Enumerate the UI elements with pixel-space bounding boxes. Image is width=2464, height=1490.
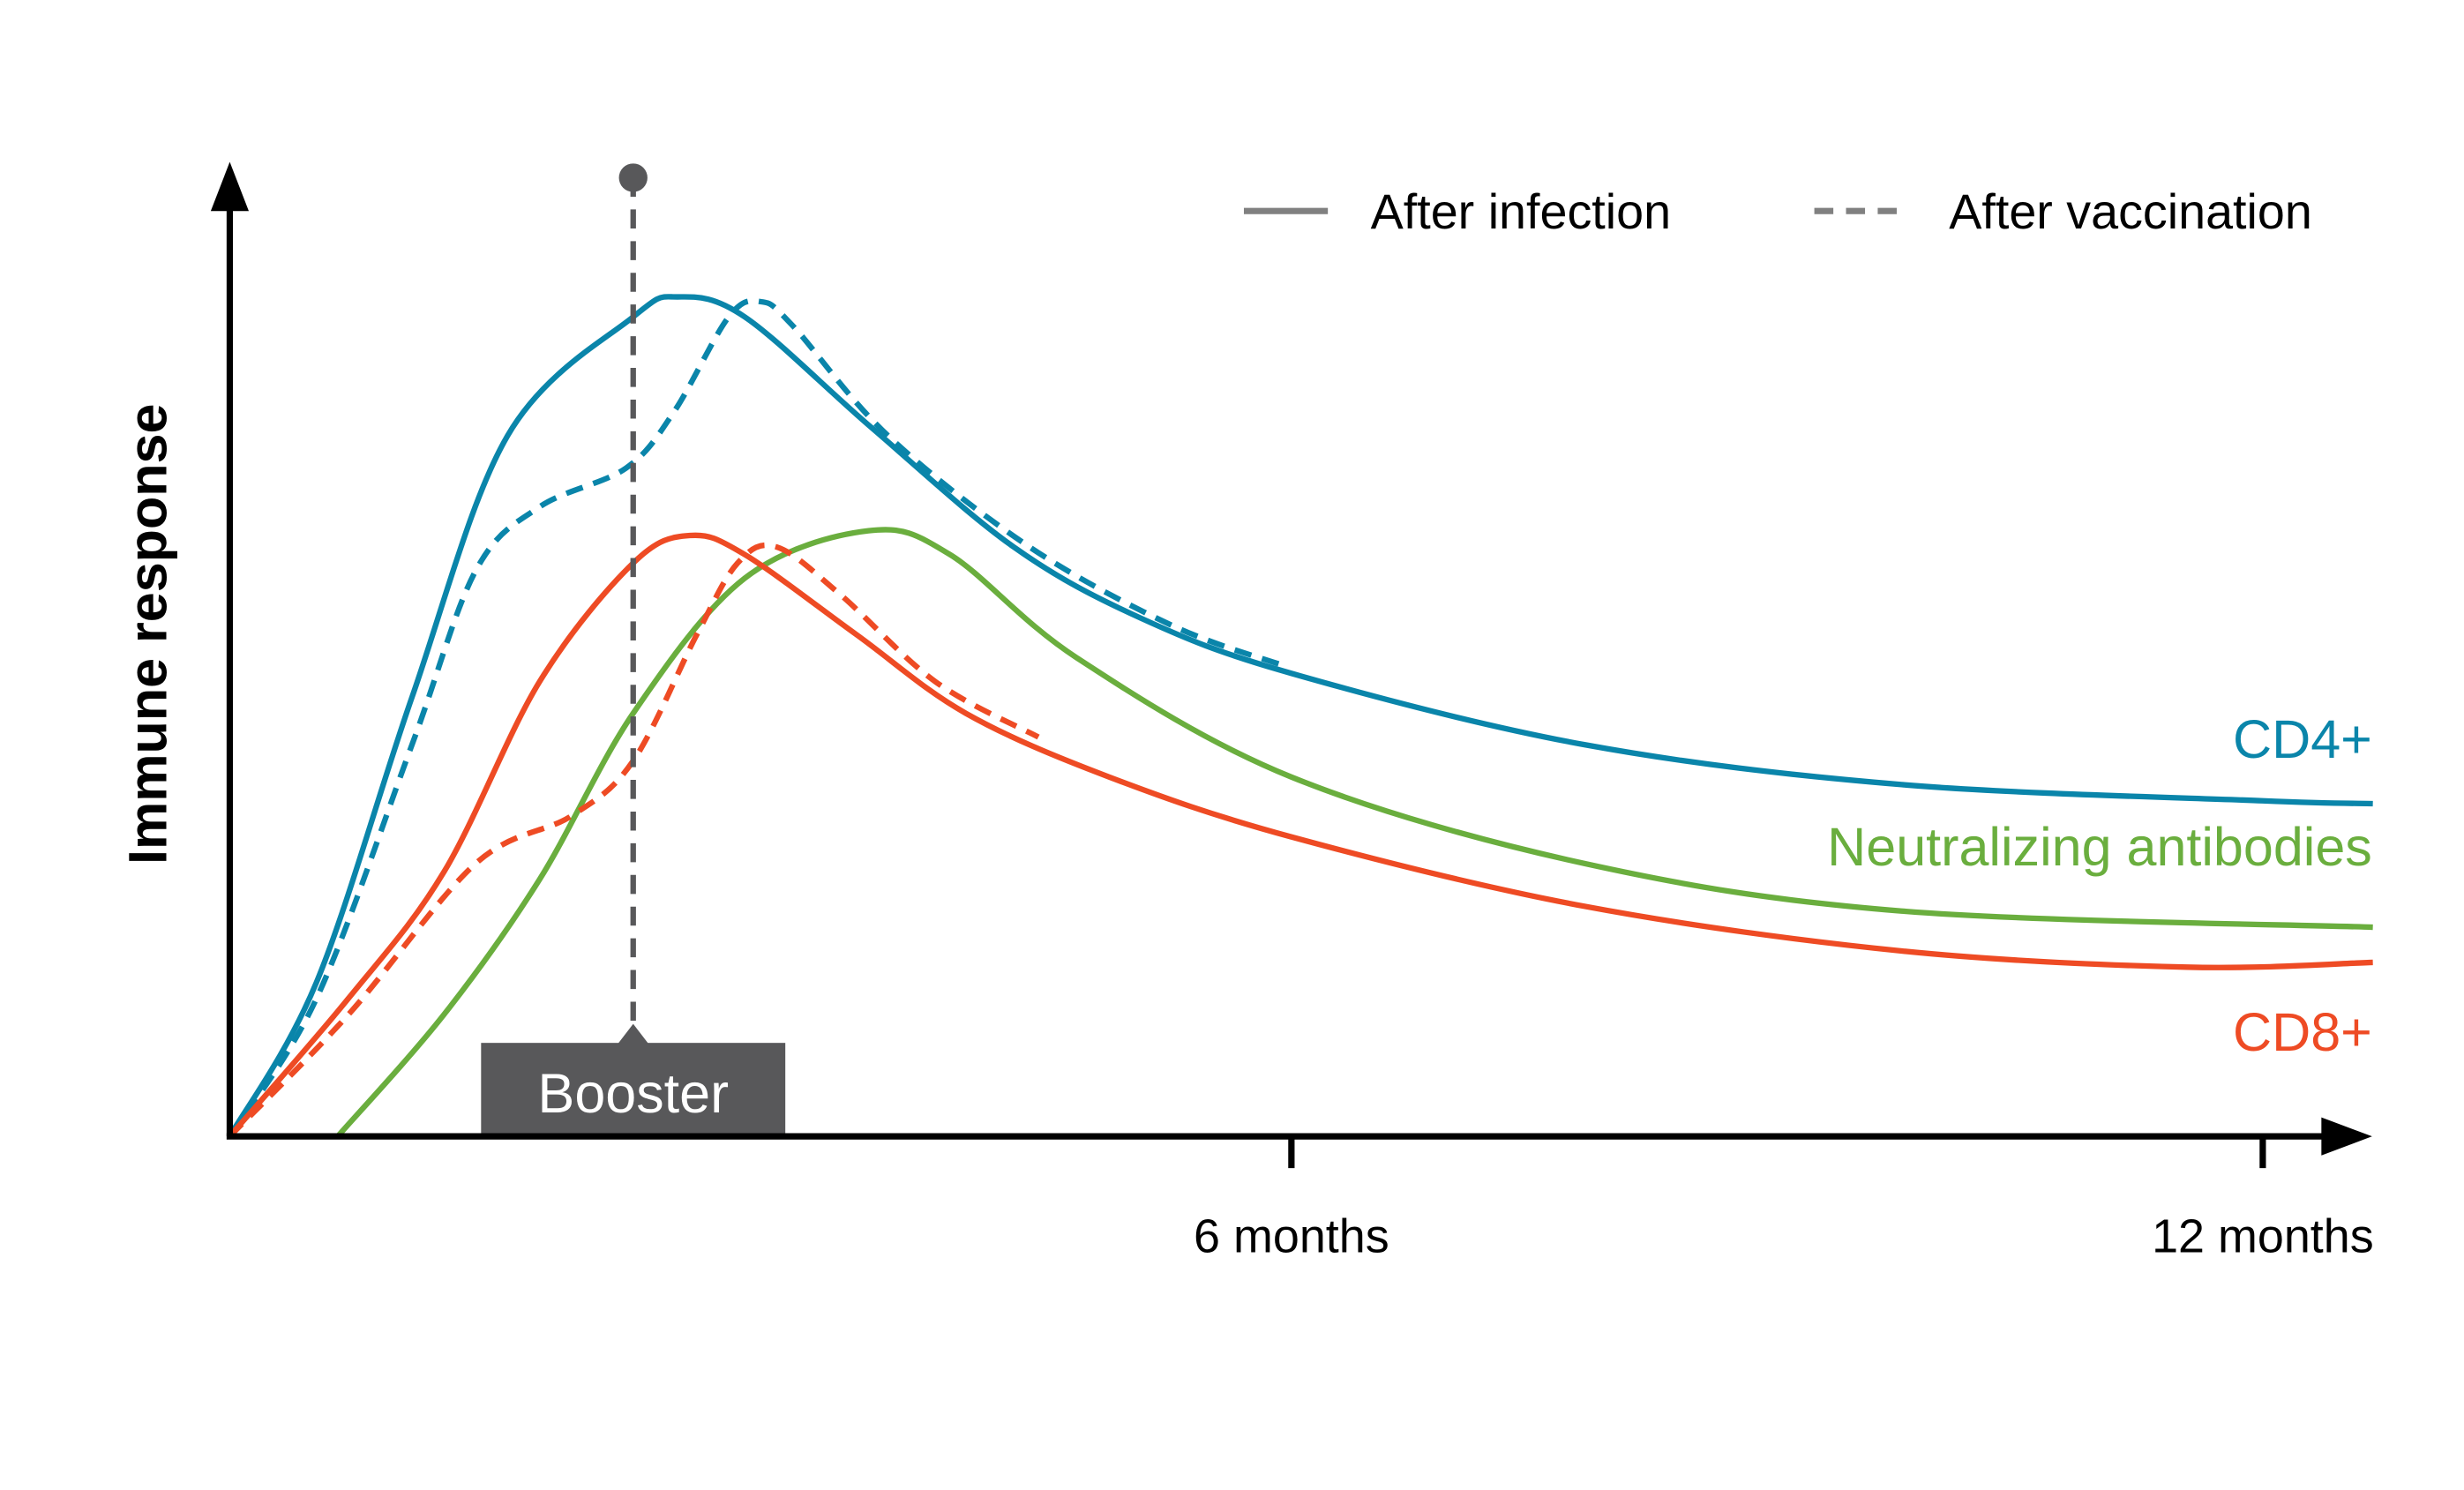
booster-box	[481, 1043, 786, 1135]
series-line-cd8--after-vaccination	[228, 542, 1040, 1139]
legend-label-vaccination: After vaccination	[1949, 184, 2312, 239]
booster-dot	[618, 163, 648, 192]
curves	[227, 294, 2373, 1139]
series-line-neutralizing-antibodies-after-infection	[335, 527, 2373, 1139]
x-tick-label: 6 months	[1194, 1209, 1389, 1262]
x-tick-label: 12 months	[2152, 1209, 2374, 1262]
booster-pointer	[617, 1023, 649, 1044]
series-label-cd4: CD4+	[2233, 709, 2372, 769]
legend: After infection After vaccination	[1243, 184, 2312, 239]
y-axis-arrow	[210, 161, 249, 212]
series-label-neutralizing-antibodies: Neutralizing antibodies	[1827, 817, 2372, 877]
series-label-cd8: CD8+	[2233, 1002, 2372, 1062]
series-line-cd8--after-infection	[228, 532, 2373, 1139]
y-axis-label: Immune response	[118, 404, 178, 865]
series-line-cd4--after-vaccination	[227, 297, 1285, 1138]
x-axis-arrow	[2321, 1117, 2372, 1156]
booster-label: Booster	[537, 1063, 729, 1125]
legend-label-infection: After infection	[1371, 184, 1671, 239]
series-line-cd4--after-infection	[227, 294, 2373, 1138]
